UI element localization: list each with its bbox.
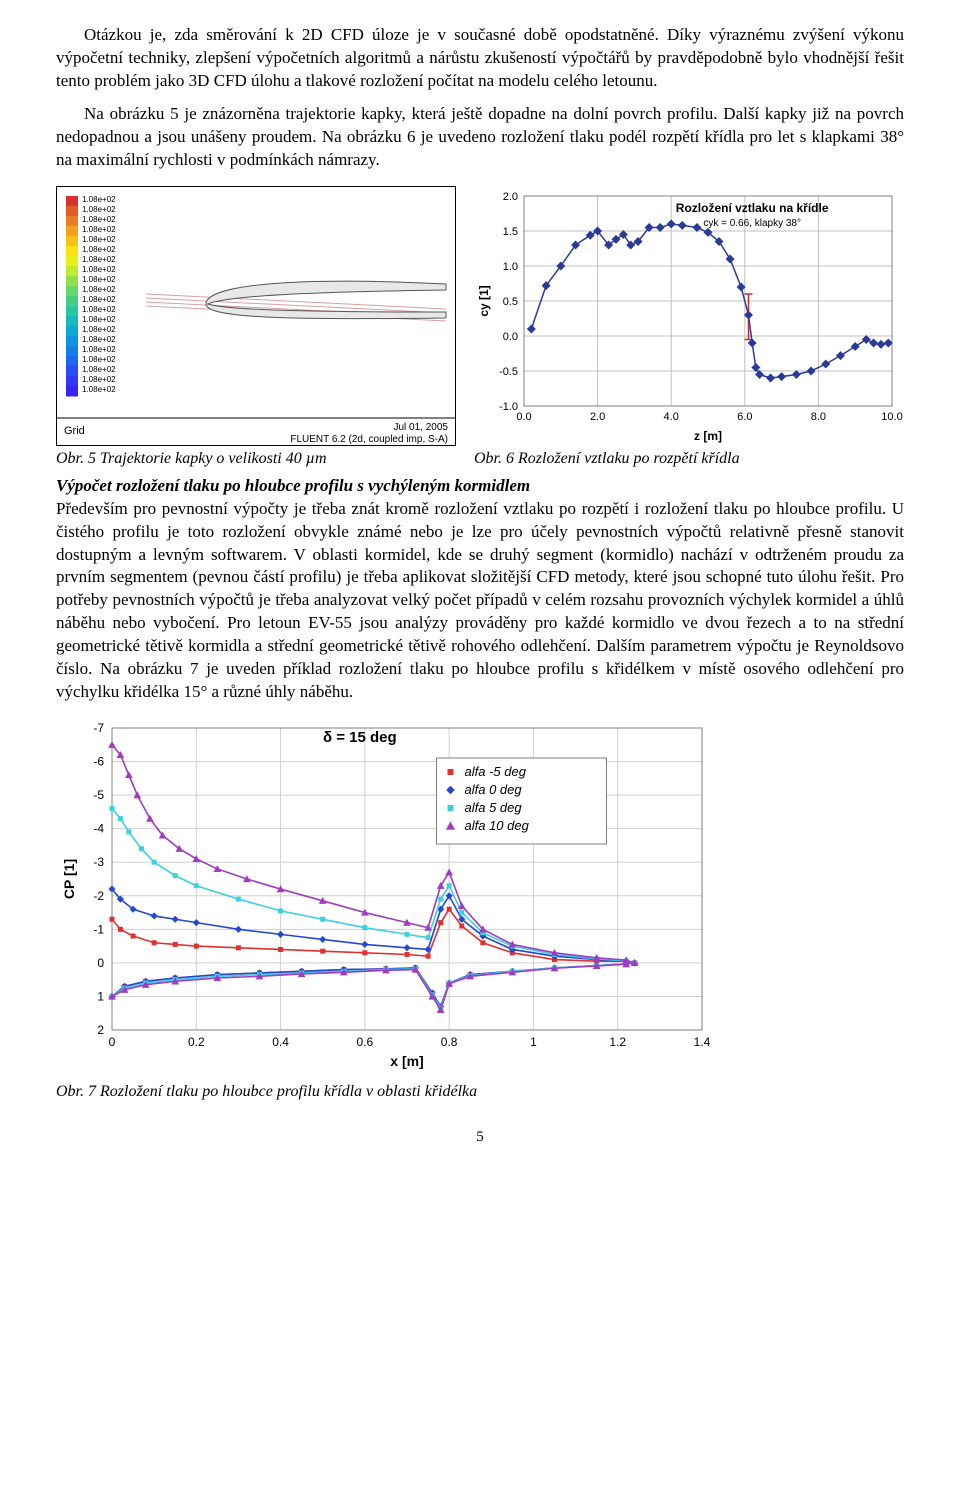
svg-text:cy [1]: cy [1] [477,285,491,316]
svg-text:0.8: 0.8 [441,1035,458,1049]
svg-text:1.08e+02: 1.08e+02 [82,315,116,324]
svg-text:1.2: 1.2 [609,1035,626,1049]
svg-text:1: 1 [97,990,104,1004]
svg-text:-1: -1 [93,922,104,936]
svg-text:1.08e+02: 1.08e+02 [82,225,116,234]
svg-text:-3: -3 [93,855,104,869]
svg-text:alfa 0 deg: alfa 0 deg [465,782,523,797]
svg-text:1.08e+02: 1.08e+02 [82,375,116,384]
svg-text:alfa 10 deg: alfa 10 deg [465,818,530,833]
page-number: 5 [56,1129,904,1146]
svg-text:2.0: 2.0 [503,191,518,203]
paragraph-2: Na obrázku 5 je znázorněna trajektorie k… [56,103,904,172]
paragraph-1: Otázkou je, zda směrování k 2D CFD úloze… [56,24,904,93]
svg-text:1.08e+02: 1.08e+02 [82,255,116,264]
svg-text:1.08e+02: 1.08e+02 [82,215,116,224]
svg-text:0.4: 0.4 [272,1035,289,1049]
svg-text:-0.5: -0.5 [499,366,518,378]
figure-6-caption: Obr. 6 Rozložení vztlaku po rozpětí kříd… [474,450,904,468]
svg-text:δ = 15 deg: δ = 15 deg [323,729,397,746]
svg-text:1.08e+02: 1.08e+02 [82,365,116,374]
svg-text:2.0: 2.0 [590,411,605,423]
svg-text:1.08e+02: 1.08e+02 [82,195,116,204]
svg-text:2: 2 [97,1023,104,1037]
svg-text:1: 1 [530,1035,537,1049]
figure-7-caption: Obr. 7 Rozložení tlaku po hloubce profil… [56,1083,904,1101]
svg-text:0.6: 0.6 [357,1035,374,1049]
svg-text:1.08e+02: 1.08e+02 [82,265,116,274]
figure-5-caption: Obr. 5 Trajektorie kapky o velikosti 40 … [56,450,456,468]
svg-text:1.08e+02: 1.08e+02 [82,305,116,314]
svg-text:-6: -6 [93,755,104,769]
svg-text:1.08e+02: 1.08e+02 [82,205,116,214]
svg-text:1.08e+02: 1.08e+02 [82,235,116,244]
svg-text:6.0: 6.0 [737,411,752,423]
svg-text:4.0: 4.0 [664,411,679,423]
figure-5: 1.08e+021.08e+021.08e+021.08e+021.08e+02… [56,186,456,446]
svg-text:x [m]: x [m] [390,1053,423,1069]
svg-text:cyk = 0.66, klapky 38°: cyk = 0.66, klapky 38° [703,218,801,229]
svg-text:-2: -2 [93,889,104,903]
svg-text:0: 0 [109,1035,116,1049]
svg-text:1.0: 1.0 [503,261,518,273]
svg-text:alfa -5 deg: alfa -5 deg [465,764,527,779]
svg-text:1.08e+02: 1.08e+02 [82,295,116,304]
svg-text:1.08e+02: 1.08e+02 [82,345,116,354]
svg-text:Grid: Grid [64,425,85,437]
svg-text:10.0: 10.0 [881,411,902,423]
svg-text:1.4: 1.4 [694,1035,711,1049]
svg-text:1.08e+02: 1.08e+02 [82,385,116,394]
svg-text:1.5: 1.5 [503,226,518,238]
svg-text:-4: -4 [93,822,104,836]
paragraph-3: Především pro pevnostní výpočty je třeba… [56,498,904,704]
svg-text:0.0: 0.0 [516,411,531,423]
svg-text:alfa 5 deg: alfa 5 deg [465,800,523,815]
svg-text:0.0: 0.0 [503,331,518,343]
svg-text:1.08e+02: 1.08e+02 [82,325,116,334]
figure-6: 0.0 2.0 4.0 6.0 8.0 10.0 -1.0 -0.5 0.0 0.5 1.0 1.5 2… [474,186,904,446]
svg-text:1.08e+02: 1.08e+02 [82,245,116,254]
svg-text:1.08e+02: 1.08e+02 [82,335,116,344]
svg-text:0: 0 [97,956,104,970]
svg-text:Rozložení vztlaku na křídle: Rozložení vztlaku na křídle [676,201,829,215]
svg-text:CP [1]: CP [1] [61,859,77,899]
svg-text:-1.0: -1.0 [499,401,518,413]
section-heading: Výpočet rozložení tlaku po hloubce profi… [56,476,904,496]
svg-text:z [m]: z [m] [694,429,722,443]
svg-text:1.08e+02: 1.08e+02 [82,285,116,294]
svg-text:Jul 01, 2005: Jul 01, 2005 [394,422,449,433]
figure-7: 0 0.2 0.4 0.6 0.8 1 1.2 1.4 -7 -6 -5 -4 -3 -2 -1 0 1 2 δ =… [56,714,716,1074]
svg-text:1.08e+02: 1.08e+02 [82,275,116,284]
svg-text:FLUENT 6.2 (2d, coupled imp, S: FLUENT 6.2 (2d, coupled imp, S-A) [290,434,448,445]
svg-text:1.08e+02: 1.08e+02 [82,355,116,364]
svg-text:0.2: 0.2 [188,1035,205,1049]
svg-text:0.5: 0.5 [503,296,518,308]
svg-text:-7: -7 [93,721,104,735]
svg-text:8.0: 8.0 [811,411,826,423]
svg-text:-5: -5 [93,788,104,802]
